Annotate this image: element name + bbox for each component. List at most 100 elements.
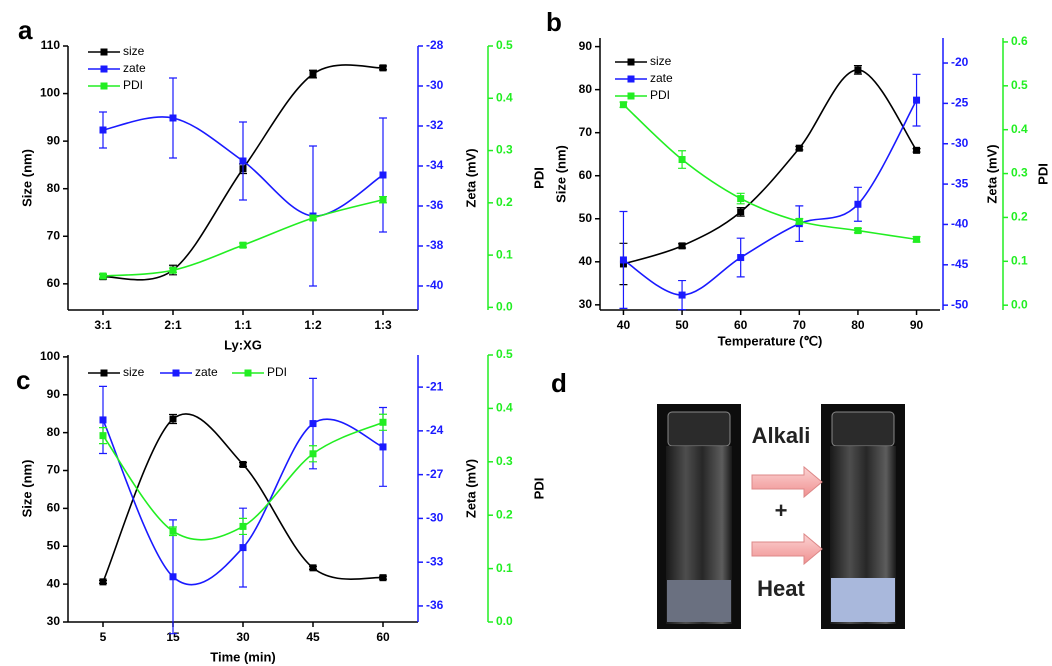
y2-tick-label: -32 <box>426 118 444 132</box>
marker <box>854 66 862 74</box>
legend-marker <box>100 48 108 56</box>
y3-tick-label: 0.3 <box>1011 166 1028 180</box>
vial-liquid <box>667 580 731 622</box>
x-tick-label: 50 <box>675 318 689 332</box>
marker <box>737 208 745 216</box>
marker <box>913 235 921 243</box>
y2-tick-label: -45 <box>951 257 969 271</box>
y2-tick-label: -30 <box>426 511 444 525</box>
legend-marker <box>100 369 108 377</box>
marker <box>99 432 107 440</box>
x-tick-label: 45 <box>306 630 320 644</box>
y-tick-label: 70 <box>47 228 61 242</box>
marker <box>239 460 247 468</box>
legend-label: PDI <box>123 78 143 92</box>
y-tick-label: 50 <box>579 211 593 225</box>
marker <box>309 450 317 458</box>
marker <box>169 114 177 122</box>
y3-tick-label: 0.5 <box>496 38 513 52</box>
y-tick-label: 90 <box>47 387 61 401</box>
y-tick-label: 100 <box>40 86 60 100</box>
marker <box>619 101 627 109</box>
y-tick-label: 70 <box>47 463 61 477</box>
x-tick-label: 80 <box>851 318 865 332</box>
marker <box>379 574 387 582</box>
marker <box>619 256 627 264</box>
y3-tick-label: 0.0 <box>1011 297 1028 311</box>
marker <box>169 527 177 535</box>
y-tick-label: 30 <box>579 297 593 311</box>
x-axis-label: Ly:XG <box>224 337 262 352</box>
y3-axis-label: PDI <box>531 167 546 189</box>
y2-tick-label: -34 <box>426 158 444 172</box>
x-tick-label: 30 <box>236 630 250 644</box>
y2-tick-label: -25 <box>951 96 969 110</box>
marker <box>309 564 317 572</box>
legend-label: size <box>123 365 145 379</box>
marker <box>99 578 107 586</box>
y3-tick-label: 0.2 <box>496 195 513 209</box>
legend-marker <box>627 75 635 83</box>
arrow <box>751 465 823 499</box>
marker <box>169 415 177 423</box>
y3-tick-label: 0.0 <box>496 300 513 314</box>
x-tick-label: 2:1 <box>164 318 182 332</box>
y2-tick-label: -20 <box>951 55 969 69</box>
marker <box>99 272 107 280</box>
y3-tick-label: 0.1 <box>496 247 513 261</box>
x-tick-label: 40 <box>617 318 631 332</box>
y-tick-label: 40 <box>47 576 61 590</box>
marker <box>913 146 921 154</box>
y-axis-label: Size (nm) <box>19 149 34 207</box>
y3-tick-label: 0.4 <box>496 90 513 104</box>
y-axis-label: Size (nm) <box>19 460 34 518</box>
marker <box>309 214 317 222</box>
panel-label: b <box>546 7 562 37</box>
y2-tick-label: -24 <box>426 423 444 437</box>
marker <box>795 144 803 152</box>
series-line <box>102 198 384 277</box>
legend-marker <box>244 369 252 377</box>
marker <box>678 291 686 299</box>
vial-cap <box>667 411 731 447</box>
y-tick-label: 40 <box>579 254 593 268</box>
x-axis-label: Time (min) <box>210 649 276 664</box>
legend-label: size <box>650 54 672 68</box>
x-tick-label: 60 <box>376 630 390 644</box>
y2-tick-label: -40 <box>426 278 444 292</box>
marker <box>239 522 247 530</box>
label-alkali: Alkali <box>752 423 811 448</box>
y3-tick-label: 0.6 <box>1011 34 1028 48</box>
x-axis-label: Temperature (℃) <box>718 333 823 348</box>
y2-axis-label: Zeta (mV) <box>984 144 999 203</box>
legend-marker <box>172 369 180 377</box>
panel-label: c <box>16 365 30 395</box>
y3-tick-label: 0.1 <box>1011 253 1028 267</box>
legend-marker <box>627 58 635 66</box>
marker <box>99 416 107 424</box>
series-line <box>102 413 384 583</box>
legend-label: zate <box>123 61 146 75</box>
marker <box>678 242 686 250</box>
y3-tick-label: 0.4 <box>496 401 513 415</box>
y-tick-label: 30 <box>47 614 61 628</box>
x-tick-label: 1:3 <box>374 318 392 332</box>
y2-tick-label: -21 <box>426 379 444 393</box>
y3-axis-label: PDI <box>1035 163 1050 185</box>
y2-tick-label: -33 <box>426 554 444 568</box>
marker <box>737 195 745 203</box>
marker <box>379 443 387 451</box>
y-tick-label: 60 <box>47 276 61 290</box>
y-tick-label: 70 <box>579 125 593 139</box>
y2-tick-label: -40 <box>951 217 969 231</box>
x-tick-label: 1:1 <box>234 318 252 332</box>
y3-tick-label: 0.2 <box>496 507 513 521</box>
y2-tick-label: -30 <box>426 78 444 92</box>
y2-tick-label: -35 <box>951 176 969 190</box>
legend-label: size <box>123 44 145 58</box>
y3-tick-label: 0.3 <box>496 143 513 157</box>
legend-marker <box>627 92 635 100</box>
marker <box>854 227 862 235</box>
marker <box>795 217 803 225</box>
